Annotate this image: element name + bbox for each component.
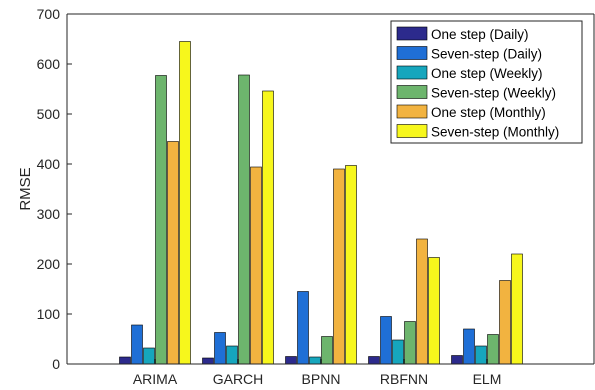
y-tick-label: 600 (37, 56, 61, 72)
bar-elm-series-3 (475, 345, 487, 365)
x-tick-label: ARIMA (133, 371, 178, 387)
legend-label: One step (Weekly) (431, 66, 543, 81)
x-tick-label: RBFNN (380, 371, 428, 387)
legend-label: One step (Monthly) (431, 105, 546, 120)
y-tick-label: 300 (37, 206, 61, 222)
legend-swatch (396, 104, 428, 119)
legend[interactable]: One step (Daily) Seven-step (Daily) One st… (390, 20, 583, 144)
x-tick-label: BPNN (302, 371, 341, 387)
bar-rbfnn-series-3 (392, 339, 404, 365)
bar-bpnn-series-5 (333, 168, 345, 365)
y-tick-label: 100 (37, 306, 61, 322)
bar-elm-series-6 (511, 253, 523, 365)
legend-swatch (396, 46, 428, 60)
bar-garch-series-3 (226, 345, 238, 365)
bar-arima-series-1 (119, 356, 131, 365)
y-tick-label: 0 (52, 356, 60, 372)
bar-bpnn-series-6 (345, 165, 357, 365)
bar-rbfnn-series-6 (428, 257, 440, 365)
bar-elm-series-1 (451, 355, 463, 365)
bar-arima-series-3 (143, 347, 155, 365)
legend-label: Seven-step (Daily) (431, 47, 542, 62)
legend-box (390, 20, 583, 144)
bar-rbfnn-series-1 (368, 356, 380, 365)
axes-group: ARIMA GARCH BPNN RBFNN ELM 0 100 200 300 400 500 60… (37, 6, 595, 387)
y-tick-label: 500 (37, 106, 61, 122)
bar-garch-series-2 (214, 332, 226, 365)
legend-swatch (396, 65, 428, 80)
legend-label: Seven-step (Weekly) (431, 86, 556, 101)
bar-garch-series-4 (238, 74, 250, 365)
legend-swatch (396, 85, 428, 99)
legend-label: Seven-step (Monthly) (431, 125, 559, 140)
bar-arima-series-6 (179, 41, 191, 365)
bar-bpnn-series-3 (309, 356, 321, 365)
bar-arima-series-2 (131, 324, 143, 365)
bar-bpnn-series-4 (321, 336, 333, 365)
bar-rbfnn-series-5 (416, 238, 428, 365)
x-tick-label: ELM (473, 371, 502, 387)
legend-label: One step (Daily) (431, 27, 529, 42)
legend-swatch (396, 124, 428, 138)
bar-elm-series-2 (463, 328, 475, 365)
y-axis-label: RMSE (17, 167, 34, 210)
legend-swatch (396, 26, 428, 41)
bar-bpnn-series-2 (297, 291, 309, 365)
bar-arima-series-4 (155, 75, 167, 365)
bar-arima-series-5 (167, 141, 179, 365)
bar-rbfnn-series-2 (380, 316, 392, 365)
bar-elm-series-4 (487, 334, 499, 365)
bar-garch-series-5 (250, 166, 262, 365)
bar-bpnn-series-1 (285, 356, 297, 365)
y-tick-label: 700 (37, 6, 61, 22)
bar-rbfnn-series-4 (404, 321, 416, 365)
y-tick-label: 400 (37, 156, 61, 172)
bar-garch-series-1 (202, 357, 214, 365)
bar-elm-series-5 (499, 280, 511, 365)
y-tick-label: 200 (37, 256, 61, 272)
bar-garch-series-6 (262, 90, 274, 365)
x-tick-label: GARCH (213, 371, 264, 387)
